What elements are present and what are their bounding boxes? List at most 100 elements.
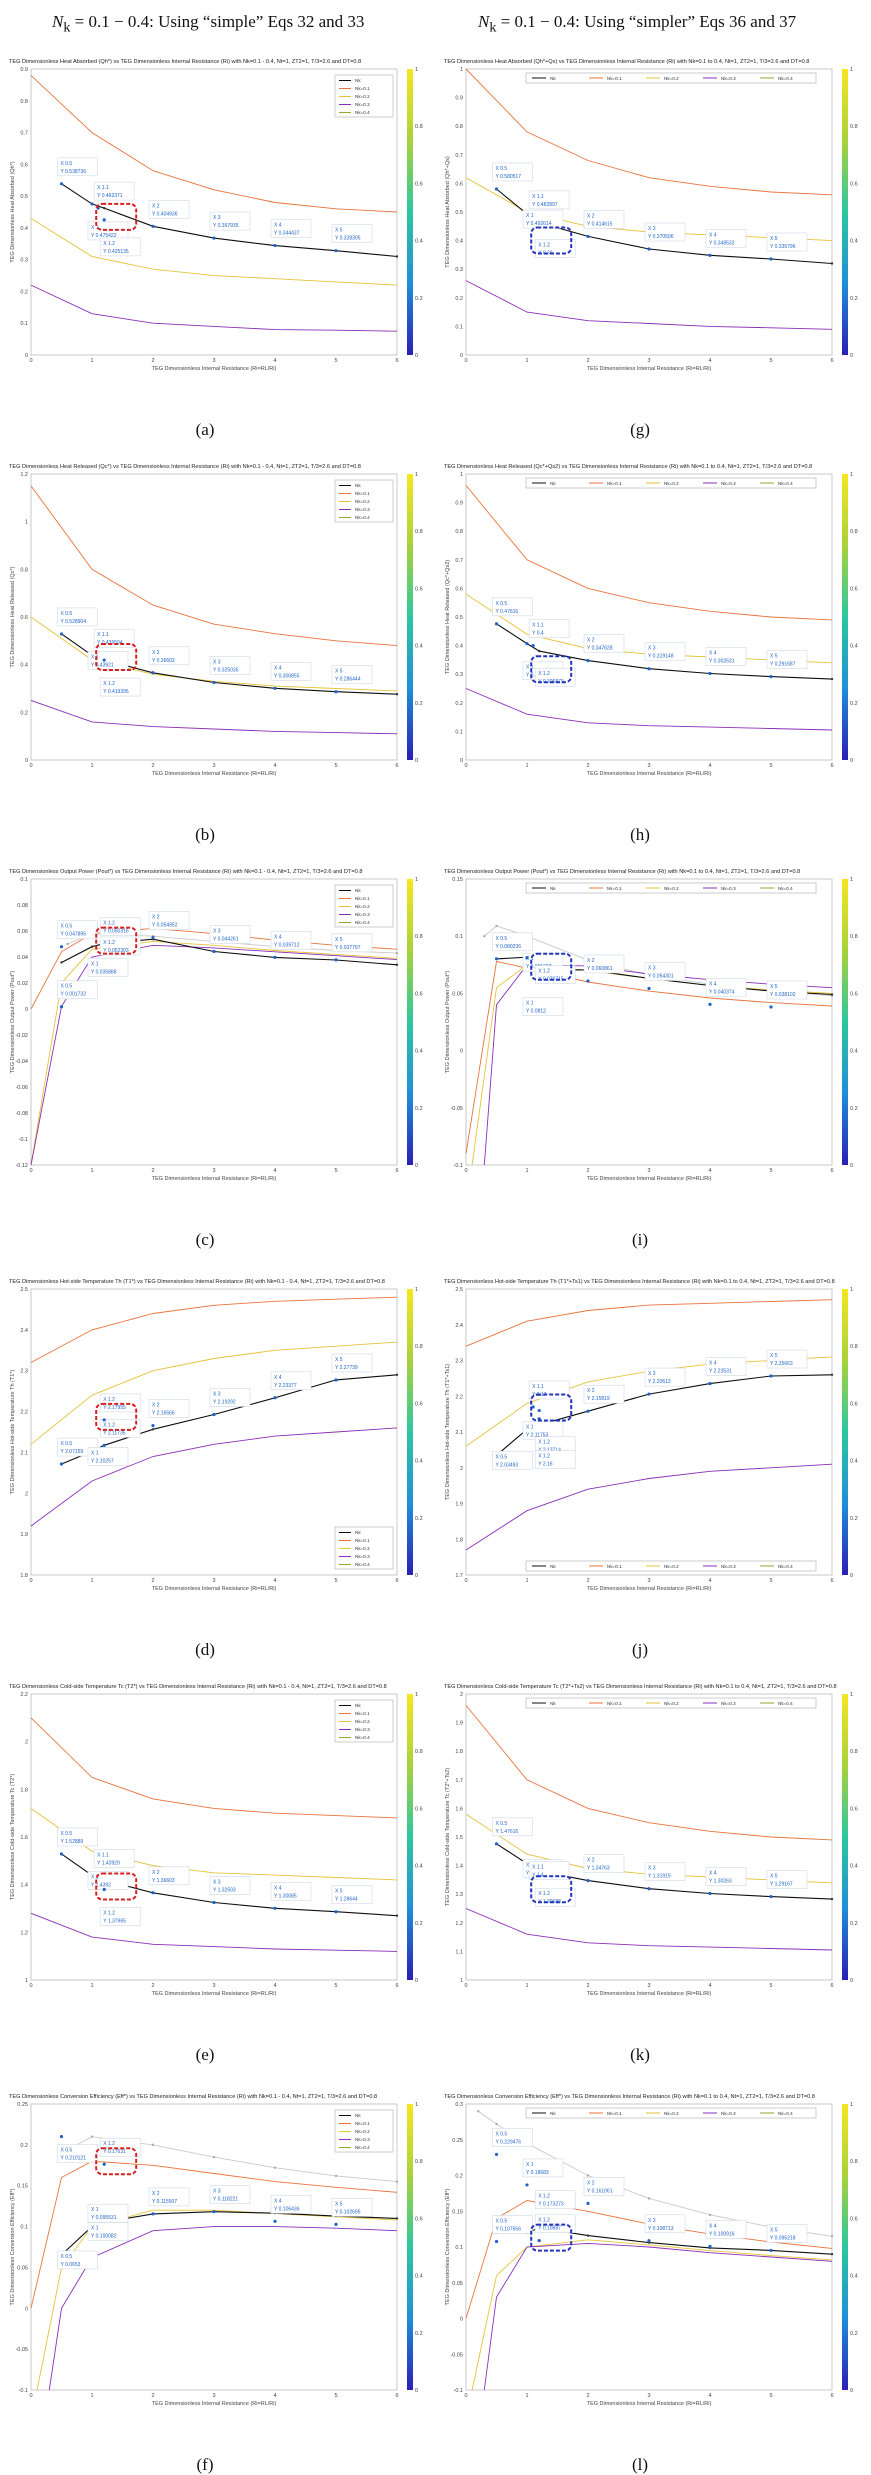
x-tick-label: 1: [525, 1168, 528, 1174]
colorbar-tick: 0.4: [850, 1864, 858, 1870]
colorbar-tick: 1: [415, 877, 418, 883]
data-tip-box: [522, 2158, 564, 2178]
data-tip: X 2 Y 1.36603: [148, 1866, 190, 1886]
data-tip-y: Y 0.229476: [496, 2139, 522, 2145]
legend: Nk Nk=0.1 Nk=0.2 Nk=0.3 Nk=0.4: [525, 1560, 817, 1572]
x-tick-label: 5: [334, 1168, 337, 1174]
data-tip-box: [87, 2222, 129, 2241]
legend-label: Nk=0.1: [607, 481, 622, 486]
panel-d: TEG Dimensionless Hot-side Temperature T…: [5, 1275, 435, 1595]
x-tick-label: 1: [525, 763, 528, 769]
colorbar-tick: 0.4: [850, 644, 858, 650]
data-tip-box: [492, 2128, 533, 2147]
colorbar-tick: 0.2: [415, 2331, 423, 2337]
data-tip: X 5 Y 2.25663: [766, 1349, 808, 1369]
chart-title: TEG Dimensionless Cold-side Temperature …: [9, 1684, 387, 1690]
colorbar-tick: 1: [415, 472, 418, 478]
series-line-nk-0-3: [465, 688, 833, 731]
y-axis-label: TEG Dimensionless Output Power (Pout*): [445, 971, 451, 1074]
x-tick-label: 2: [151, 2393, 154, 2399]
highlight-box: [95, 926, 138, 955]
data-point: [212, 1412, 216, 1417]
data-tip-box: [644, 642, 686, 662]
y-tick-label: 1.8: [20, 1573, 28, 1579]
data-tip: X 1 Y 0.095531: [87, 2203, 129, 2223]
data-tip-y: Y 2.03493: [496, 1462, 519, 1468]
data-tip-box: [331, 933, 373, 953]
x-tick-label: 6: [395, 763, 398, 769]
data-point: [769, 2248, 773, 2253]
data-tip-box: [492, 932, 533, 952]
legend-label: Nk=0.3: [355, 912, 370, 917]
data-point: [647, 2239, 651, 2243]
legend-label: Nk=0.2: [664, 886, 679, 891]
data-tip-x: X 4: [274, 1885, 282, 1891]
data-point: [334, 690, 338, 694]
data-tip-y: Y 0.054952: [152, 923, 178, 929]
y-tick-label: 1.7: [455, 1778, 463, 1784]
colorbar-tick: 0.2: [415, 1106, 423, 1112]
y-tick-label: 1.5: [455, 1835, 463, 1841]
data-tip: X 1 Y 0.100082: [87, 2222, 129, 2241]
data-tip-x: X 1: [91, 225, 99, 231]
y-tick-label: 2.1: [20, 1450, 28, 1456]
legend-label: Nk=0.3: [721, 1701, 736, 1706]
data-tip-x: X 1.1: [532, 1865, 544, 1871]
data-tip-y: Y 2.11753: [526, 1433, 549, 1439]
y-tick-label: -0.1: [19, 1137, 28, 1143]
chart-e: TEG Dimensionless Cold-side Temperature …: [9, 1684, 423, 1997]
data-tip: X 1.1 Y 0.462371: [93, 181, 135, 201]
plot-area: [465, 68, 833, 356]
data-tip-y: Y 0.115507: [152, 2199, 177, 2205]
data-point: [151, 1424, 155, 1428]
data-tip-x: X 4: [709, 2223, 717, 2229]
colorbar-tick: 1: [850, 472, 853, 478]
y-axis-label: TEG Dimensionless Output Power (Pout*): [10, 971, 16, 1074]
legend: Nk Nk=0.1 Nk=0.2 Nk=0.3 Nk=0.4: [334, 1526, 394, 1570]
legend-label: Nk=0.4: [355, 920, 370, 925]
highlight-box: [95, 643, 138, 672]
y-tick-label: 0.9: [455, 501, 463, 507]
legend-label: Nk=0.1: [355, 86, 370, 91]
legend-label: Nk=0.1: [607, 886, 622, 891]
data-point: [537, 2239, 541, 2243]
panel-f: TEG Dimensionless Conversion Efficiency …: [5, 2090, 435, 2410]
data-tip-box: [644, 962, 686, 981]
series-marker: [90, 2135, 94, 2138]
data-tip-y: Y 0.425135: [103, 249, 129, 255]
legend-label: Nk=0.3: [355, 102, 370, 107]
data-tip-x: X 2: [152, 1403, 160, 1409]
data-tip-y: Y 2.23377: [274, 1383, 297, 1389]
x-tick-label: 2: [151, 1578, 154, 1584]
chart-title: TEG Dimensionless Heat Absorbed (Qh*+Qs)…: [444, 59, 809, 65]
data-tip-box: [644, 222, 686, 242]
colorbar-tick: 0.6: [850, 2216, 858, 2222]
data-tip-box: [209, 211, 251, 231]
highlight-box: [530, 655, 573, 684]
colorbar-tick: 0.4: [415, 2274, 423, 2280]
x-tick-label: 1: [525, 1578, 528, 1584]
data-point: [647, 1392, 651, 1396]
chart-title: TEG Dimensionless Output Power (Pout*) v…: [9, 869, 362, 875]
panel-label-d: (d): [195, 1640, 215, 1659]
legend-label: Nk=0.4: [355, 1735, 370, 1740]
x-tick-label: 2: [586, 763, 589, 769]
series-marker: [586, 2174, 590, 2177]
chart-title: TEG Dimensionless Heat Released (Qc*) vs…: [9, 464, 361, 470]
data-tip-x: X 4: [709, 650, 717, 656]
data-point: [708, 1002, 712, 1007]
data-point: [334, 2222, 338, 2226]
y-tick-label: 1.2: [20, 472, 28, 478]
colorbar: [842, 2104, 848, 2390]
data-tip-box: [766, 1870, 808, 1889]
data-tip-y: Y 0.054301: [648, 973, 674, 979]
data-tip-box: [644, 2214, 686, 2234]
legend-label: Nk: [355, 483, 361, 488]
y-tick-label: 2.4: [455, 1323, 463, 1329]
x-tick-label: 2: [151, 763, 154, 769]
y-tick-label: 1.8: [20, 1787, 28, 1793]
colorbar-tick: 0.8: [850, 1749, 858, 1755]
chart-title: TEG Dimensionless Hot-side Temperature T…: [444, 1279, 835, 1285]
panel-g: TEG Dimensionless Heat Absorbed (Qh*+Qs)…: [440, 55, 870, 375]
data-tip-y: Y 0.17631: [103, 2149, 126, 2155]
